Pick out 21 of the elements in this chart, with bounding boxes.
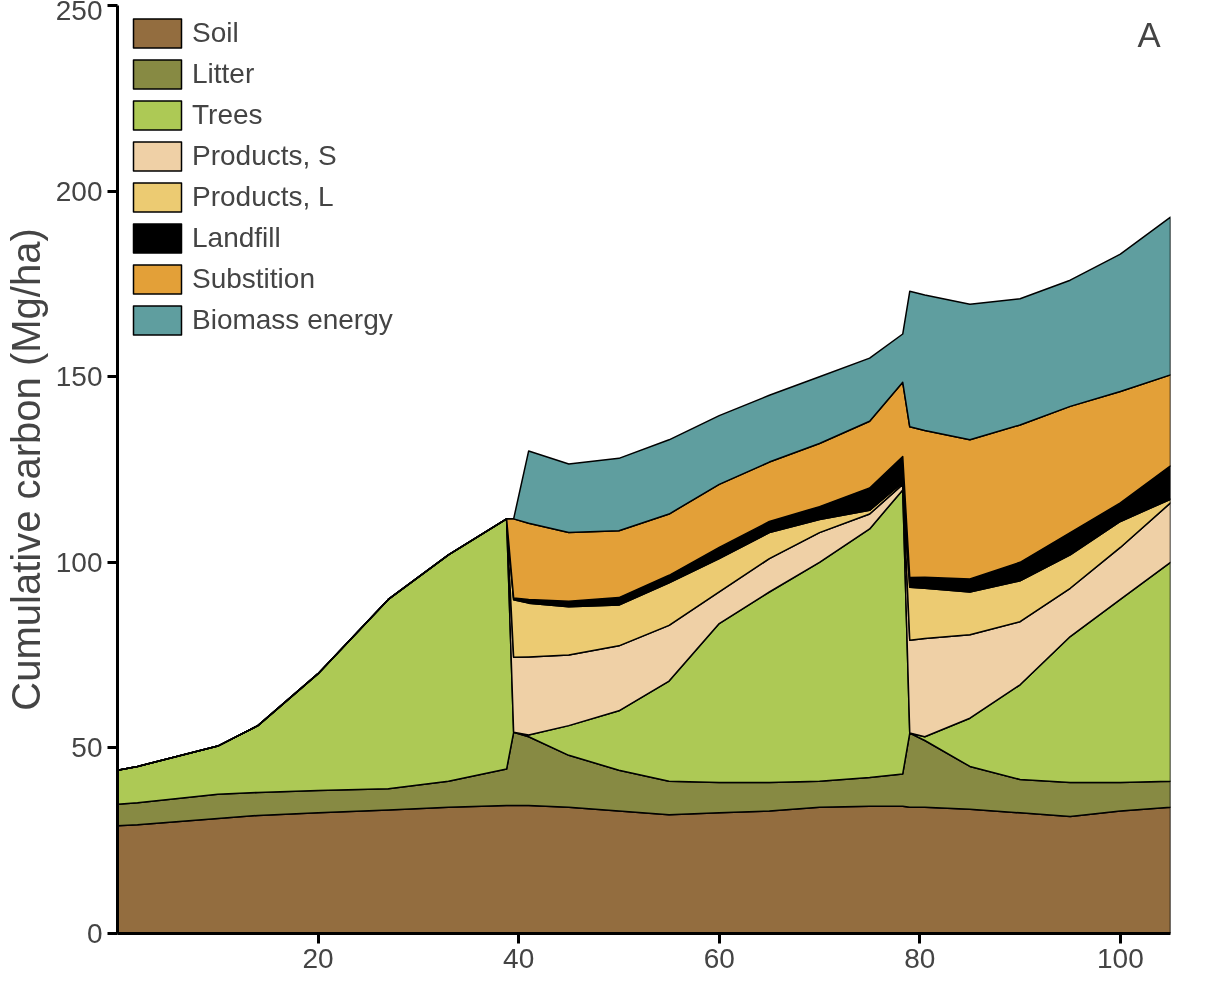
y-axis-title: Cumulative carbon (Mg/ha) [3, 228, 48, 711]
legend-label: Products, L [192, 181, 334, 213]
y-tick-label: 50 [71, 732, 103, 764]
y-tick-label: 250 [55, 0, 103, 26]
x-tick-label: 40 [503, 942, 535, 974]
legend-label: Biomass energy [192, 304, 393, 336]
legend-label: Litter [192, 58, 255, 90]
y-tick-label: 0 [86, 918, 103, 949]
legend-label: Landfill [192, 222, 281, 254]
y-tick-label: 100 [55, 546, 103, 578]
x-tick-label: 100 [1097, 942, 1144, 974]
x-tick-label: 20 [302, 942, 334, 974]
legend-label: Substition [192, 263, 315, 295]
x-tick-label: 80 [904, 942, 936, 974]
y-tick-label: 150 [55, 361, 103, 393]
legend-label: Trees [192, 99, 263, 131]
annotation: A [1137, 15, 1162, 54]
legend-label: Products, S [192, 140, 337, 172]
y-tick-label: 200 [55, 175, 103, 207]
legend-label: Soil [192, 17, 239, 49]
x-tick-label: 60 [703, 942, 735, 974]
